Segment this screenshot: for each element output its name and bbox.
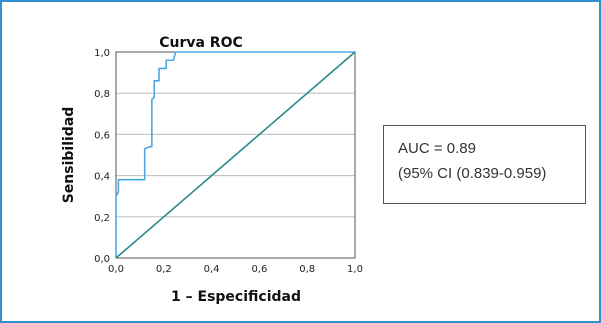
- grid-lines: [116, 92, 355, 218]
- x-tick-label: 0,0: [108, 264, 124, 275]
- y-axis-title: Sensibilidad: [61, 107, 77, 204]
- x-tick-label: 0,2: [156, 264, 172, 275]
- series-layer: [115, 51, 356, 259]
- x-axis-title: 1 – Especificidad: [171, 289, 301, 305]
- roc-curve-line: [115, 51, 355, 258]
- y-tick-label: 0,0: [94, 254, 110, 265]
- x-tick-labels: 0,0 0,2 0,4 0,6 0,8 1,0: [108, 264, 363, 275]
- auc-annotation-box: AUC = 0.89 (95% CI (0.839-0.959): [383, 125, 586, 204]
- x-tick-label: 0,6: [251, 264, 267, 275]
- y-tick-label: 1,0: [94, 48, 110, 59]
- x-tick-label: 0,8: [299, 264, 315, 275]
- auc-value: AUC = 0.89: [398, 140, 476, 157]
- y-tick-label: 0,4: [94, 172, 110, 183]
- y-tick-labels: 0,0 0,2 0,4 0,6 0,8 1,0: [94, 48, 110, 265]
- auc-confidence-interval: (95% CI (0.839-0.959): [398, 165, 547, 182]
- y-tick-label: 0,6: [94, 130, 110, 141]
- y-tick-label: 0,8: [94, 89, 110, 100]
- x-tick-label: 1,0: [347, 264, 363, 275]
- chart-title: Curva ROC: [159, 35, 243, 51]
- reference-diagonal-line: [115, 51, 356, 259]
- y-tick-label: 0,2: [94, 213, 110, 224]
- x-tick-label: 0,4: [204, 264, 220, 275]
